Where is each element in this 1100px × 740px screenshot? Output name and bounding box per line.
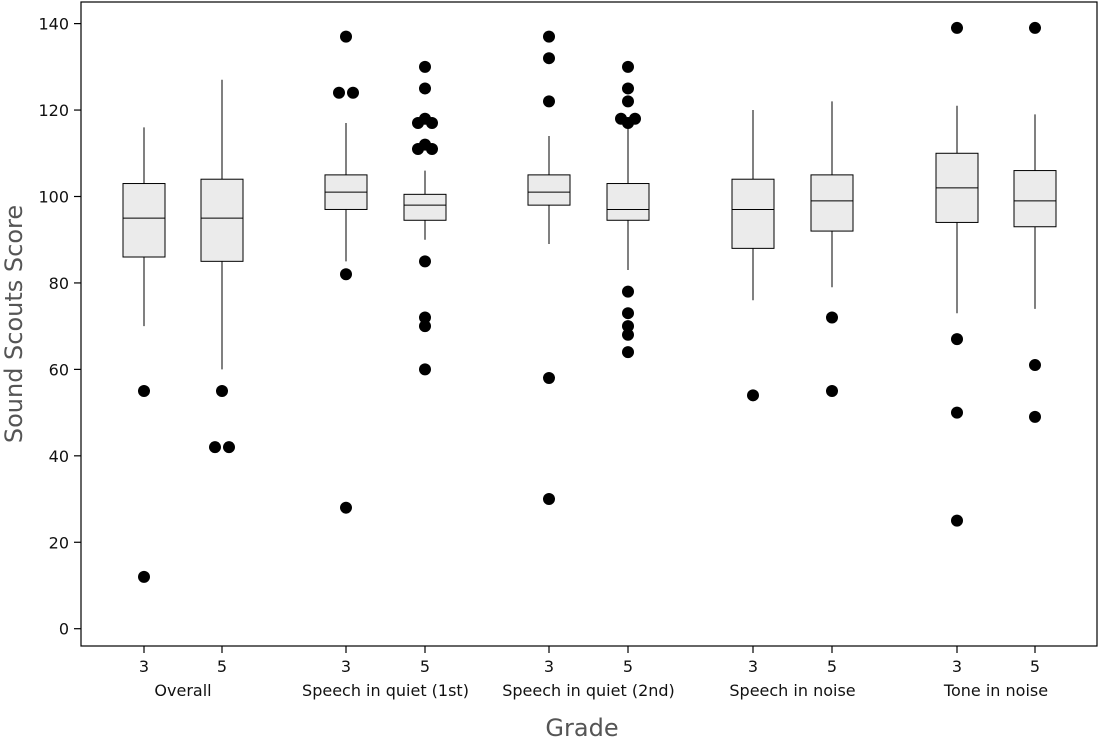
box-iqr — [810, 174, 854, 232]
outlier-point — [543, 95, 555, 108]
outlier-point — [426, 142, 438, 155]
outlier-point — [622, 60, 634, 73]
outlier-point — [419, 255, 431, 268]
group-label: Speech in quiet (2nd) — [502, 681, 675, 700]
y-tick-label: 0 — [59, 620, 69, 639]
box-iqr — [1013, 170, 1057, 228]
outlier-point — [419, 363, 431, 376]
outlier-point — [223, 441, 235, 454]
x-tick-label: 3 — [952, 657, 962, 676]
outlier-point — [216, 384, 228, 397]
y-axis-title: Sound Scouts Score — [0, 205, 28, 443]
y-tick-label: 100 — [38, 187, 69, 206]
box-iqr — [527, 174, 571, 206]
x-tick-label: 5 — [217, 657, 227, 676]
outlier-point — [333, 86, 345, 99]
outlier-point — [622, 82, 634, 95]
y-tick-label: 60 — [49, 360, 69, 379]
outlier-point — [138, 384, 150, 397]
outlier-point — [951, 21, 963, 34]
x-tick-label: 5 — [827, 657, 837, 676]
box — [122, 127, 166, 583]
outlier-point — [419, 320, 431, 333]
box — [935, 21, 979, 527]
outlier-point — [951, 514, 963, 527]
outlier-point — [412, 142, 424, 155]
y-axis: 0 20 40 60 80 100 120 140 — [38, 15, 81, 639]
outlier-point — [622, 95, 634, 108]
outlier-point — [747, 389, 759, 402]
plot-frame — [80, 1, 1098, 647]
outlier-point — [209, 441, 221, 454]
outlier-point — [622, 117, 634, 130]
box-iqr — [403, 193, 447, 221]
outlier-point — [622, 307, 634, 320]
outlier-point — [1029, 410, 1041, 423]
y-tick-label: 140 — [38, 15, 69, 34]
x-tick-label: 5 — [420, 657, 430, 676]
group-label: Overall — [154, 681, 211, 700]
group-label: Tone in noise — [943, 681, 1048, 700]
box — [606, 60, 650, 359]
outlier-point — [543, 493, 555, 506]
x-axis-title: Grade — [545, 714, 618, 740]
outlier-point — [138, 570, 150, 583]
x-tick-label: 5 — [1030, 657, 1040, 676]
outlier-point — [1029, 21, 1041, 34]
outlier-point — [419, 82, 431, 95]
outlier-point — [340, 30, 352, 43]
outlier-point — [622, 346, 634, 359]
outlier-point — [419, 60, 431, 73]
outlier-point — [951, 333, 963, 346]
outlier-point — [826, 311, 838, 324]
y-tick-label: 40 — [49, 447, 69, 466]
outlier-point — [543, 52, 555, 65]
y-tick-label: 80 — [49, 274, 69, 293]
box-iqr — [606, 183, 650, 221]
group-label: Speech in quiet (1st) — [302, 681, 469, 700]
box — [324, 30, 368, 514]
box — [527, 30, 571, 506]
outlier-point — [340, 268, 352, 281]
x-tick-label: 3 — [748, 657, 758, 676]
x-tick-label: 5 — [623, 657, 633, 676]
box — [731, 110, 775, 402]
box-iqr — [122, 183, 166, 258]
group-label: Speech in noise — [729, 681, 855, 700]
y-tick-label: 20 — [49, 533, 69, 552]
y-tick-label: 120 — [38, 101, 69, 120]
box — [200, 79, 244, 454]
outlier-point — [412, 117, 424, 130]
x-tick-label: 3 — [544, 657, 554, 676]
outlier-point — [419, 311, 431, 324]
outlier-point — [1029, 359, 1041, 372]
outlier-point — [543, 30, 555, 43]
box-iqr — [200, 178, 244, 262]
x-tick-label: 3 — [139, 657, 149, 676]
box-series — [122, 21, 1057, 583]
x-axis: Overall 3 5 Speech in quiet (1st) 3 5 Speech i… — [139, 646, 1048, 700]
outlier-point — [426, 117, 438, 130]
outlier-point — [826, 384, 838, 397]
box — [1013, 21, 1057, 423]
box-iqr — [731, 178, 775, 249]
outlier-point — [622, 320, 634, 333]
outlier-point — [622, 285, 634, 298]
outlier-point — [347, 86, 359, 99]
outlier-point — [951, 406, 963, 419]
outlier-point — [543, 372, 555, 385]
box — [810, 101, 854, 397]
outlier-point — [340, 501, 352, 514]
box — [403, 60, 447, 376]
outlier-point — [622, 328, 634, 341]
x-tick-label: 3 — [341, 657, 351, 676]
